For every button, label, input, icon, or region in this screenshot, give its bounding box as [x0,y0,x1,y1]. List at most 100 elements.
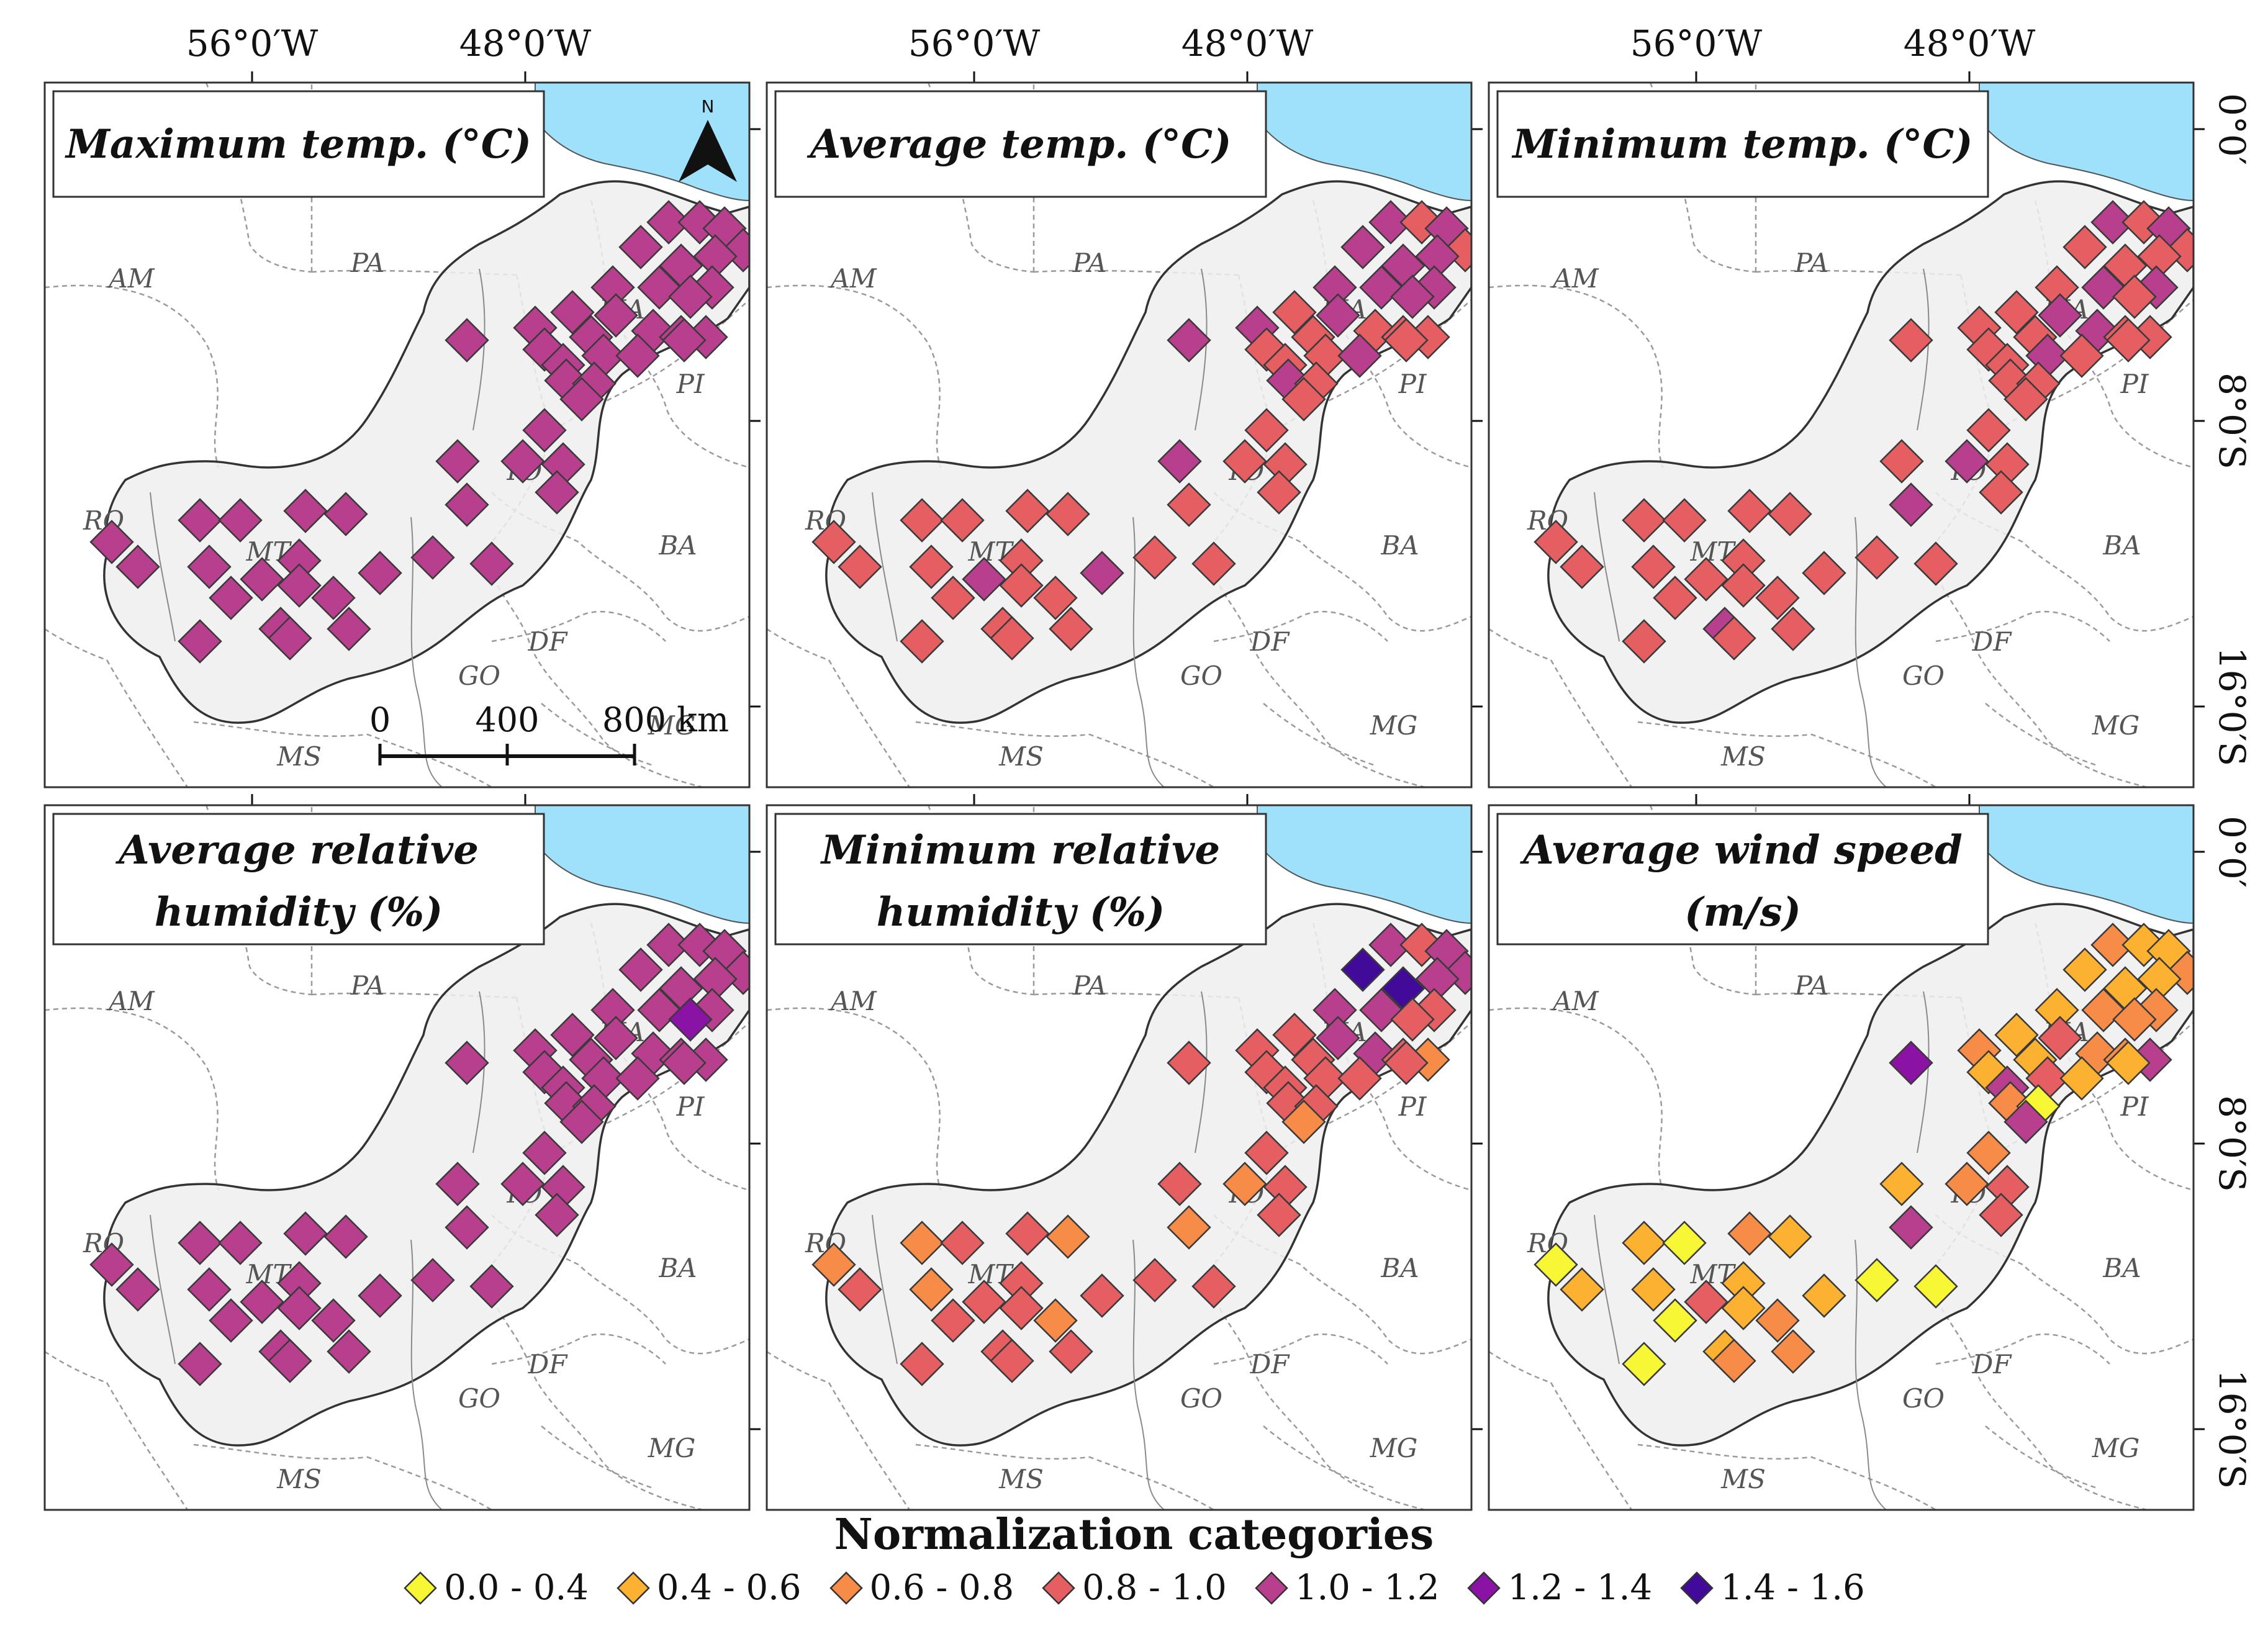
station-marker [1622,619,1666,664]
state-label: AM [106,986,155,1016]
station-marker [1889,318,1933,363]
station-marker [1802,1273,1846,1318]
station-marker [1384,1041,1429,1085]
station-marker [277,1286,322,1330]
state-label: BA [658,530,697,561]
station-marker [178,498,222,543]
state-boundary [106,1382,189,1510]
station-marker [999,1261,1044,1306]
river-line [1132,1239,1165,1510]
station-marker [1622,498,1666,543]
state-label: MS [276,741,322,772]
station-marker [618,225,663,269]
latitude-label: 8°0′S [2211,1095,2253,1192]
station-marker [559,377,604,422]
station-marker [1994,290,2039,335]
station-marker [615,1056,660,1101]
station-marker [931,1298,975,1343]
station-marker [1755,1298,1800,1343]
state-label: GO [1180,1383,1222,1414]
station-marker [500,1162,545,1206]
state-label: DF [1250,1349,1291,1379]
state-boundary [767,284,942,468]
station-marker [218,1221,263,1265]
latitude-label: 16°0′S [2211,1370,2253,1489]
state-label: BA [2102,1253,2141,1283]
station-marker [323,1214,368,1259]
legend-item: 0.4 - 0.6 [616,1568,802,1608]
station-marker [2038,1016,2082,1060]
station-marker [900,498,944,543]
station-marker [811,520,856,564]
panel-frame [1488,804,2195,1511]
station-marker [283,489,328,533]
station-marker [1534,520,1578,564]
station-marker [1855,1258,1899,1303]
panel-title: Average wind speed [1520,827,1963,874]
legend-item: 0.0 - 0.4 [403,1568,589,1608]
station-marker [89,1242,134,1287]
station-marker [178,1342,222,1386]
legend-item: 0.8 - 1.0 [1041,1568,1227,1608]
state-label: MG [2092,1433,2140,1463]
state-label: PA [350,970,385,1001]
state-label: PI [1398,369,1427,399]
river-line [872,492,898,642]
state-label: MS [1720,741,1766,772]
state-label: PI [1398,1091,1427,1122]
station-marker [268,616,312,661]
station-marker [435,1162,480,1206]
state-boundary [828,1382,911,1510]
river-line [1855,517,1887,787]
panel-title-box [1496,90,1989,198]
station-marker [2106,1041,2151,1085]
legend-label: 0.8 - 1.0 [1082,1568,1227,1608]
station-marker [940,498,985,543]
station-marker [178,1221,222,1265]
state-boundary [193,721,492,787]
state-boundary [1985,1425,2098,1489]
station-marker [1721,563,1766,608]
state-boundary [1550,1382,1633,1510]
station-marker [522,1131,567,1175]
legend-label: 0.4 - 0.6 [656,1568,802,1608]
river-line [1594,1214,1620,1365]
station-marker [1005,1211,1050,1256]
station-marker [900,1342,944,1386]
legend-label: 1.4 - 1.6 [1720,1568,1865,1608]
panel-frame [766,804,1473,1511]
state-label: GO [1902,661,1945,691]
station-marker [590,265,635,310]
station-marker [1222,439,1267,484]
station-marker [811,1242,856,1287]
panel-title: (m/s) [1684,889,1801,936]
longitude-label: 48°0′W [1181,22,1314,65]
station-marker [1662,1221,1707,1265]
state-boundary [767,1350,829,1384]
panel-title-box [1496,813,1989,946]
latitude-label: 0°0′ [2211,816,2253,888]
panel-title-box [774,90,1267,198]
scale-bar-label: 800 km [602,700,729,739]
station-marker [2090,923,2135,967]
state-boundary [1637,1443,1936,1510]
station-marker [1889,1041,1933,1085]
station-marker [1312,988,1357,1032]
station-marker [962,557,1006,602]
state-boundary [1210,1152,1425,1510]
station-marker [1033,1298,1078,1343]
station-marker [646,200,691,245]
ocean-area [535,805,749,924]
ocean-area [1257,83,1471,202]
station-marker [1390,997,1435,1042]
station-marker [1771,1329,1815,1374]
station-marker [693,234,738,279]
state-boundary [1210,430,1425,787]
station-marker [1945,439,1989,484]
station-marker [358,1273,402,1318]
station-marker [522,408,567,453]
station-marker [1033,576,1078,620]
river-line [1195,991,1208,1154]
map-panel: AMPAPIMAROMTTOBADFGOMGMSAverage wind spe… [1488,794,2205,1511]
